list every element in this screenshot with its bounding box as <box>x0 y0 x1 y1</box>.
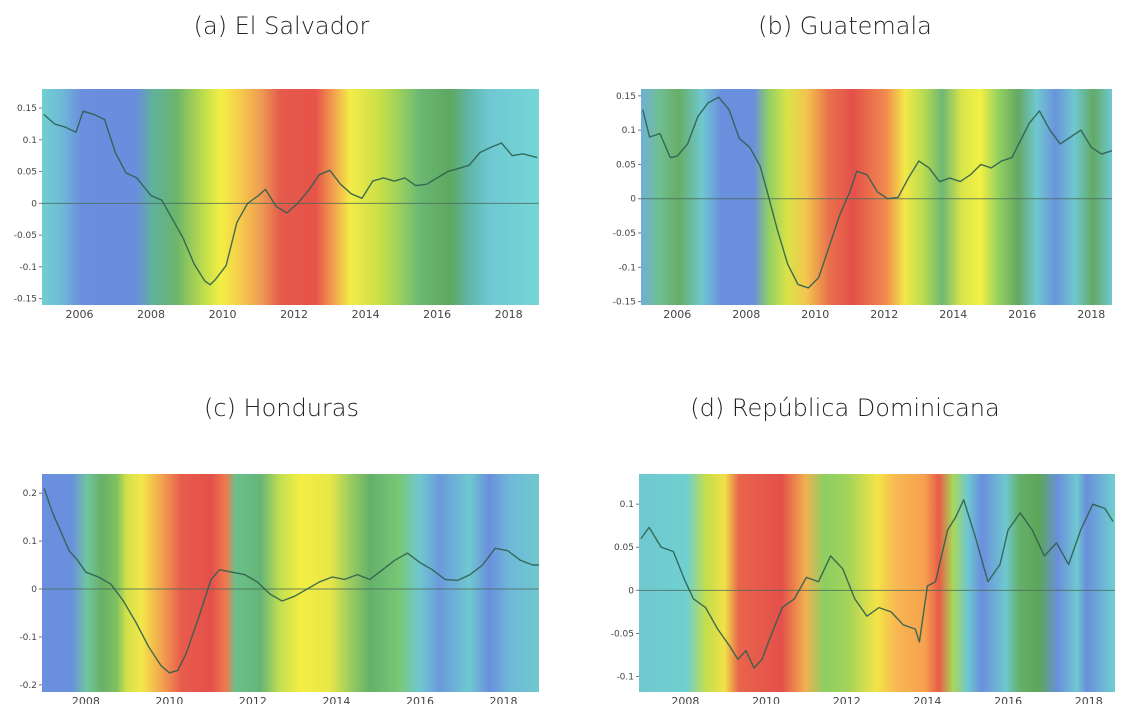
y-tick-label: 0.15 <box>17 104 37 114</box>
y-tick-label: 0 <box>628 586 634 596</box>
x-tick-label: 2010 <box>752 695 780 704</box>
background-bands <box>42 474 539 692</box>
y-tick-label: 0.1 <box>23 537 37 547</box>
panel-d: (d) República Dominicana 0.1 0.05 0 -0.05 -0… <box>563 352 1127 704</box>
y-tick-label: -0.1 <box>618 263 636 273</box>
x-tick-label: 2012 <box>280 308 308 321</box>
y-tick-label: 0.1 <box>622 126 636 136</box>
x-tick-label: 2018 <box>1077 308 1105 321</box>
x-tick-label: 2014 <box>939 308 967 321</box>
x-tick-label: 2014 <box>913 695 941 704</box>
x-tick-label: 2018 <box>490 695 518 704</box>
panel-a: (a) El Salvador 0.15 0.1 0.05 0 -0.05 -0.1 -0.… <box>0 0 563 352</box>
x-tick-label: 2014 <box>322 695 350 704</box>
panel-c: (c) Honduras 0.2 0.1 0 -0.1 -0.2 2008 2010 2012… <box>0 352 563 704</box>
y-tick-label: -0.1 <box>19 633 37 643</box>
chart-guatemala: 0.15 0.1 0.05 0 -0.05 -0.1 -0.15 2006 2008 2010 20… <box>613 89 1113 321</box>
panel-title: (a) El Salvador <box>193 12 370 40</box>
chart-el-salvador: 0.15 0.1 0.05 0 -0.05 -0.1 -0.15 2006 2008 2010 20… <box>14 89 539 321</box>
x-tick-label: 2006 <box>663 308 691 321</box>
x-tick-label: 2012 <box>870 308 898 321</box>
x-tick-label: 2018 <box>495 308 523 321</box>
panel-title: (d) República Dominicana <box>690 394 1000 422</box>
series-line <box>640 499 1114 669</box>
y-tick-label: 0.1 <box>620 500 634 510</box>
y-tick-label: -0.05 <box>611 629 634 639</box>
y-tick-label: 0.2 <box>23 489 37 499</box>
chart-republica-dominicana: 0.1 0.05 0 -0.05 -0.1 2008 2010 2012 2014 2016 201… <box>611 474 1115 704</box>
y-tick-label: -0.05 <box>613 229 636 239</box>
x-tick-label: 2008 <box>732 308 760 321</box>
y-tick-label: -0.2 <box>19 681 37 691</box>
panel-title: (c) Honduras <box>203 394 359 422</box>
x-tick-label: 2018 <box>1075 695 1103 704</box>
x-tick-label: 2012 <box>833 695 861 704</box>
y-tick-label: -0.15 <box>613 298 636 308</box>
x-tick-label: 2016 <box>423 308 451 321</box>
chart-honduras: 0.2 0.1 0 -0.1 -0.2 2008 2010 2012 2014 2016 2018 <box>19 474 539 704</box>
series-line <box>43 110 538 286</box>
x-tick-label: 2010 <box>801 308 829 321</box>
y-tick-label: 0 <box>31 585 37 595</box>
x-tick-label: 2016 <box>406 695 434 704</box>
y-tick-label: 0 <box>630 195 636 205</box>
x-tick-label: 2012 <box>239 695 267 704</box>
panel-b: (b) Guatemala 0.15 0.1 0.05 0 -0.05 -0.1 -0.15… <box>563 0 1127 352</box>
panel-title: (b) Guatemala <box>758 12 932 40</box>
y-tick-label: 0.05 <box>616 160 636 170</box>
background-bands <box>639 474 1115 692</box>
y-tick-label: 0.05 <box>614 543 634 553</box>
y-tick-label: 0.15 <box>616 92 636 102</box>
x-tick-label: 2008 <box>671 695 699 704</box>
series-line <box>642 96 1113 289</box>
x-tick-label: 2008 <box>72 695 100 704</box>
y-tick-label: 0.1 <box>23 136 37 146</box>
y-tick-label: 0.05 <box>17 168 37 178</box>
y-tick-label: -0.15 <box>14 295 37 305</box>
x-tick-label: 2010 <box>155 695 183 704</box>
y-tick-label: -0.05 <box>14 231 37 241</box>
background-bands <box>641 89 1112 305</box>
x-tick-label: 2014 <box>352 308 380 321</box>
x-tick-label: 2016 <box>994 695 1022 704</box>
y-tick-label: -0.1 <box>19 263 37 273</box>
x-tick-label: 2006 <box>66 308 94 321</box>
series-line <box>43 488 539 674</box>
x-tick-label: 2016 <box>1008 308 1036 321</box>
background-bands <box>42 89 539 305</box>
x-tick-label: 2010 <box>209 308 237 321</box>
x-tick-label: 2008 <box>137 308 165 321</box>
y-tick-label: -0.1 <box>616 672 634 682</box>
y-tick-label: 0 <box>31 199 37 209</box>
